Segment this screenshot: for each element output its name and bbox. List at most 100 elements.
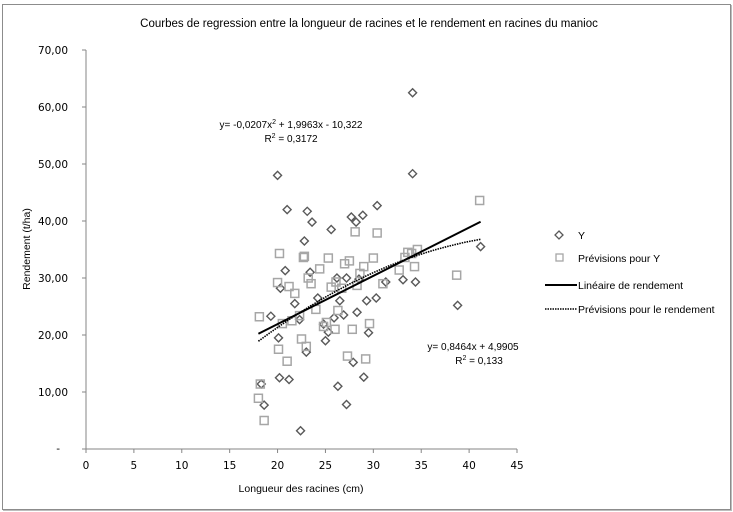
y-tick-label: 30,00 xyxy=(38,273,68,285)
poly-eq-sup: 2 xyxy=(272,119,276,126)
y-tick-label: 70,00 xyxy=(38,45,68,57)
data-point-diamond xyxy=(307,217,318,228)
poly-equation: y= -0,0207x2 + 1,9963x - 10,322 xyxy=(220,119,363,131)
data-point-square xyxy=(342,351,353,361)
data-point-square xyxy=(298,252,309,263)
data-point-square xyxy=(409,261,420,272)
data-point-diamond xyxy=(475,241,486,252)
data-point-square xyxy=(314,264,325,274)
data-point-diamond xyxy=(398,274,409,285)
x-tick-label: 45 xyxy=(510,460,523,472)
legend-item-previsions-rendement: Prévisions pour le rendement xyxy=(545,304,715,316)
polynomial-trendline xyxy=(257,238,481,342)
x-tick-label: 25 xyxy=(319,460,332,472)
data-point-square xyxy=(273,344,284,354)
data-point-square xyxy=(359,261,369,272)
data-point-square xyxy=(259,415,269,426)
data-point-diamond xyxy=(352,307,363,318)
data-point-square xyxy=(254,312,265,322)
data-point-diamond xyxy=(341,399,352,410)
y-tick-label: 10,00 xyxy=(38,387,68,399)
legend-label-previsions-y: Prévisions pour Y xyxy=(578,253,660,265)
series-previsions-y xyxy=(253,195,485,426)
y-tick-label: 40,00 xyxy=(38,216,68,228)
legend-label-previsions-rendement: Prévisions pour le rendement xyxy=(578,304,715,316)
y-axis-title: Rendement (t/ha) xyxy=(21,208,33,290)
legend-label-y: Y xyxy=(578,230,585,242)
data-point-square xyxy=(330,324,340,335)
data-point-diamond xyxy=(410,277,421,287)
y-ticks: 10,00 20,00 30,00 40,00 50,00 60,00 70,00 - xyxy=(38,45,86,455)
data-point-diamond xyxy=(284,374,295,385)
x-tick-label: 5 xyxy=(131,460,138,472)
data-point-diamond xyxy=(280,265,291,276)
data-point-square xyxy=(372,228,382,238)
poly-eq-part: y= -0,0207x xyxy=(220,120,273,131)
data-point-diamond xyxy=(452,300,463,311)
data-point-square xyxy=(331,277,341,287)
lin-r2-value: = 0,133 xyxy=(466,356,503,367)
x-tick-label: 40 xyxy=(462,460,475,472)
data-point-diamond xyxy=(265,311,276,322)
poly-r2: R2 = 0,3172 xyxy=(264,133,318,145)
data-point-diamond xyxy=(407,168,418,179)
data-point-diamond xyxy=(320,335,331,346)
data-point-square xyxy=(451,270,462,280)
linear-equation: y= 0,8464x + 4,9905 xyxy=(427,342,519,353)
lin-r2-sup: 2 xyxy=(462,355,466,362)
data-point-square xyxy=(368,253,379,263)
y-tick-label: 20,00 xyxy=(38,330,68,342)
data-point-diamond xyxy=(305,267,316,278)
data-point-diamond xyxy=(259,400,270,411)
data-point-square xyxy=(296,334,307,344)
data-point-diamond xyxy=(302,206,313,217)
data-point-diamond xyxy=(331,273,342,283)
y-tick-label-zero: - xyxy=(56,443,60,455)
data-point-diamond xyxy=(275,283,286,294)
poly-r2-value: = 0,3172 xyxy=(276,134,318,145)
data-point-square xyxy=(321,317,332,328)
data-point-square xyxy=(303,273,313,283)
data-point-square xyxy=(347,324,358,335)
square-marker-icon xyxy=(555,253,564,262)
chart-title: Courbes de regression entre la longueur … xyxy=(140,18,598,30)
x-ticks: 0 5 10 15 20 25 30 35 40 45 xyxy=(83,449,524,472)
legend-item-lineaire: Linéaire de rendement xyxy=(545,280,683,292)
data-point-diamond xyxy=(334,295,345,306)
data-point-diamond xyxy=(299,235,310,246)
axes xyxy=(85,50,517,450)
y-tick-label: 60,00 xyxy=(38,102,68,114)
x-tick-label: 10 xyxy=(175,460,188,472)
data-point-square xyxy=(255,379,266,389)
data-point-square xyxy=(284,281,294,292)
data-point-diamond xyxy=(301,347,312,358)
data-point-diamond xyxy=(380,277,391,287)
data-point-square xyxy=(301,341,312,352)
data-point-square xyxy=(323,253,334,263)
data-point-diamond xyxy=(273,332,284,343)
data-point-diamond xyxy=(274,372,285,383)
data-point-diamond xyxy=(272,170,283,181)
x-tick-label: 35 xyxy=(415,460,428,472)
data-point-square xyxy=(360,354,371,364)
data-point-square xyxy=(378,278,388,289)
data-point-diamond xyxy=(372,200,383,211)
poly-r2-label: R xyxy=(264,134,271,145)
data-point-diamond xyxy=(326,224,337,235)
data-point-diamond xyxy=(295,425,306,436)
data-point-square xyxy=(306,278,316,289)
data-point-square xyxy=(350,227,360,237)
diamond-marker-icon xyxy=(554,230,564,240)
data-point-diamond xyxy=(289,298,300,309)
data-point-square xyxy=(344,256,355,266)
x-tick-label: 15 xyxy=(223,460,236,472)
data-point-square xyxy=(364,318,375,329)
data-point-diamond xyxy=(351,217,362,228)
data-point-square xyxy=(394,265,404,275)
data-point-diamond xyxy=(363,327,374,338)
data-point-square xyxy=(474,195,485,206)
data-point-square xyxy=(290,288,300,299)
data-point-diamond xyxy=(348,357,359,368)
legend: Y Prévisions pour Y Linéaire de rendemen… xyxy=(545,230,715,316)
data-point-diamond xyxy=(346,212,357,222)
